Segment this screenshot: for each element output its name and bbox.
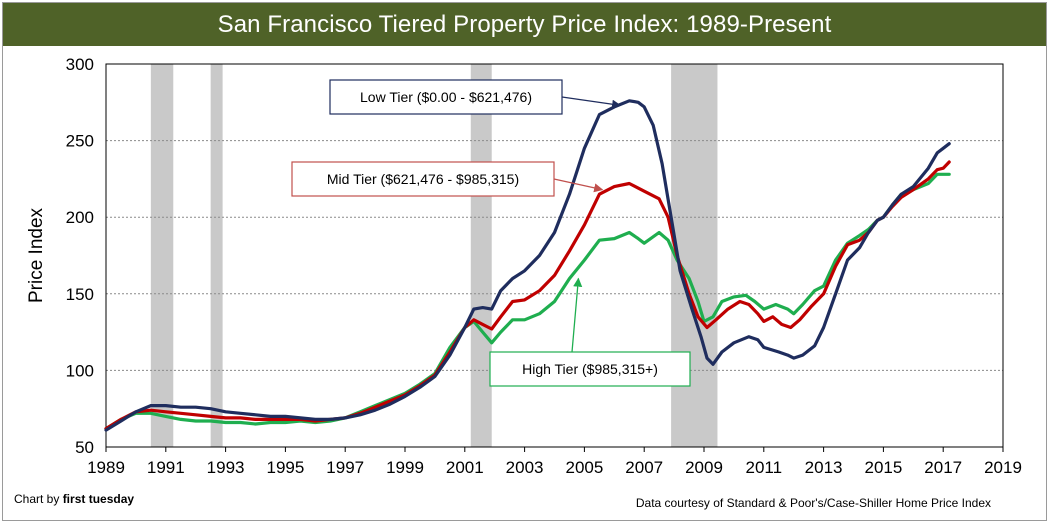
annotation-arrow	[553, 178, 604, 193]
x-tick-label: 1995	[266, 458, 304, 477]
x-tick-label: 2009	[685, 458, 723, 477]
x-tick-label: 1999	[386, 458, 424, 477]
plot-area-border	[105, 63, 1004, 448]
chart-title: San Francisco Tiered Property Price Inde…	[3, 3, 1046, 46]
annotation-box	[489, 351, 691, 387]
y-tick-label: 200	[66, 208, 94, 227]
annotation-text: Mid Tier ($621,476 - $985,315)	[327, 171, 519, 187]
x-tick-label: 2019	[984, 458, 1022, 477]
x-tick-label: 1991	[147, 458, 185, 477]
recession-band	[470, 64, 492, 447]
x-tick-label: 2005	[565, 458, 603, 477]
series-line-mid-tier	[104, 160, 951, 431]
annotation-arrow	[561, 96, 622, 109]
y-tick-label: 300	[66, 55, 94, 74]
y-axis-label: Price Index	[26, 207, 47, 303]
recession-band	[210, 64, 223, 447]
x-tick-label: 1989	[87, 458, 125, 477]
x-tick-label: 2011	[746, 458, 783, 477]
chart-credit: Chart by first tuesday	[14, 492, 134, 506]
x-tick-label: 2001	[446, 458, 484, 477]
x-tick-label: 2003	[506, 458, 544, 477]
x-tick-label: 2013	[805, 458, 843, 477]
y-tick-label: 100	[66, 361, 94, 380]
x-tick-label: 1997	[326, 458, 364, 477]
credit-prefix: Chart by	[14, 492, 63, 506]
x-tick-label: 2007	[625, 458, 663, 477]
data-source: Data courtesy of Standard & Poor's/Case-…	[635, 496, 991, 510]
x-tick-label: 1993	[207, 458, 245, 477]
y-tick-label: 50	[75, 438, 94, 457]
recession-band	[150, 64, 174, 447]
series-line-low-tier	[104, 99, 951, 432]
credit-name: first tuesday	[62, 492, 135, 506]
x-tick-label: 2017	[924, 458, 962, 477]
y-tick-label: 150	[66, 285, 94, 304]
x-tick-label: 2015	[864, 458, 902, 477]
y-tick-label: 250	[66, 132, 94, 151]
annotation-arrow	[571, 277, 583, 353]
annotation-text: High Tier ($985,315+)	[522, 361, 658, 377]
annotation-text: Low Tier ($0.00 - $621,476)	[360, 89, 532, 105]
series-line-high-tier	[104, 172, 951, 431]
